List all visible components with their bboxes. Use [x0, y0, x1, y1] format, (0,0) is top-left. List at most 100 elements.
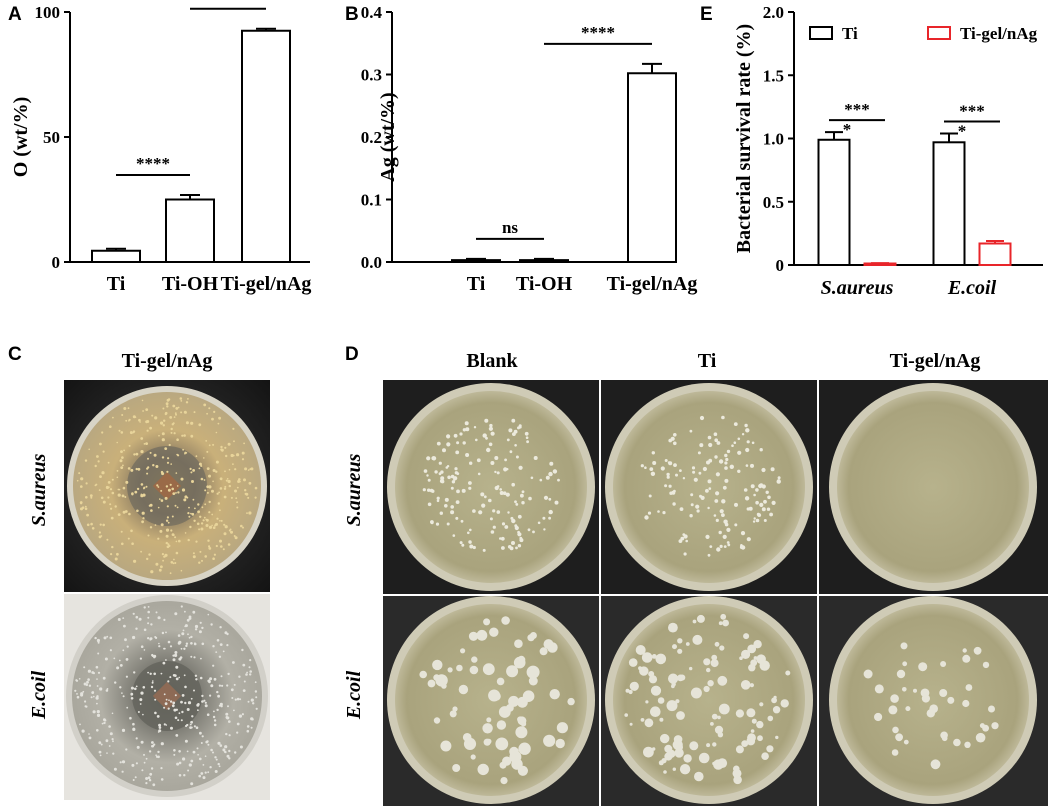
- colony: [735, 745, 744, 754]
- colony: [698, 471, 702, 475]
- colony: [200, 477, 204, 481]
- colony: [446, 434, 451, 439]
- colony: [170, 463, 172, 465]
- photo-d-ti-e-coil: [601, 596, 817, 806]
- colony: [122, 695, 125, 698]
- colony: [751, 718, 757, 724]
- colony: [203, 516, 206, 519]
- colony: [84, 507, 88, 511]
- bar-ti-oh: [519, 259, 569, 263]
- colony: [116, 476, 119, 479]
- colony: [112, 740, 114, 743]
- colony: [230, 688, 234, 692]
- colony: [123, 624, 126, 628]
- colony: [481, 503, 486, 508]
- colony: [131, 542, 134, 545]
- colony: [449, 710, 457, 718]
- colony: [488, 442, 493, 447]
- colony: [900, 642, 908, 650]
- colony: [157, 616, 161, 620]
- colony: [628, 689, 633, 695]
- colony: [180, 719, 183, 722]
- colony: [517, 544, 522, 548]
- colony: [117, 488, 120, 491]
- colony: [147, 776, 151, 780]
- colony: [81, 729, 85, 733]
- colony: [216, 517, 219, 520]
- colony: [113, 767, 117, 771]
- colony: [745, 447, 750, 453]
- colony: [148, 553, 151, 556]
- colony: [444, 497, 449, 502]
- colony: [153, 453, 157, 457]
- colony: [254, 496, 257, 499]
- colony: [180, 400, 183, 402]
- colony: [147, 637, 150, 640]
- colony: [105, 689, 109, 692]
- colony: [748, 506, 753, 511]
- colony: [141, 511, 145, 515]
- colony: [714, 641, 720, 647]
- ytick-label: 0: [52, 253, 61, 272]
- colony: [729, 464, 734, 469]
- colony: [472, 545, 476, 550]
- colony: [455, 500, 460, 504]
- colony: [145, 420, 149, 424]
- colony: [160, 499, 164, 502]
- colony: [190, 471, 193, 474]
- colony: [208, 500, 211, 504]
- colony: [76, 695, 80, 699]
- colony: [739, 545, 744, 550]
- panel-d-row-label-e-coil: E.coil: [343, 670, 365, 720]
- colony: [215, 522, 218, 526]
- colony: [223, 487, 227, 490]
- legend-label-ti-gel-nag: Ti-gel/nAg: [960, 24, 1038, 43]
- colony: [193, 656, 196, 659]
- colony: [650, 706, 661, 717]
- colony: [179, 397, 183, 400]
- colony: [88, 448, 90, 451]
- colony: [479, 511, 483, 514]
- colony: [178, 539, 181, 543]
- colony: [234, 468, 237, 471]
- colony: [254, 486, 258, 490]
- colony: [135, 467, 138, 471]
- colony: [246, 725, 250, 728]
- colony: [141, 769, 144, 772]
- colony: [962, 648, 967, 653]
- colony: [117, 513, 121, 516]
- colony: [208, 547, 212, 550]
- colony: [722, 485, 727, 490]
- colony: [207, 771, 210, 774]
- colony: [249, 468, 252, 471]
- colony: [220, 545, 223, 548]
- colony: [174, 536, 177, 539]
- colony: [775, 735, 779, 740]
- colony: [119, 664, 123, 667]
- significance-label: ns: [502, 218, 518, 237]
- colony: [721, 499, 726, 504]
- colony: [707, 435, 712, 440]
- colony: [217, 694, 221, 698]
- colony: [468, 631, 479, 641]
- colony: [477, 763, 489, 776]
- colony: [458, 684, 469, 695]
- colony: [132, 779, 135, 781]
- colony: [153, 672, 156, 676]
- colony: [527, 528, 531, 532]
- colony: [187, 769, 190, 772]
- colony: [482, 548, 486, 552]
- colony: [113, 657, 116, 660]
- colony: [167, 521, 170, 524]
- colony: [125, 658, 129, 661]
- colony: [451, 480, 456, 484]
- colony: [247, 496, 250, 499]
- colony: [702, 466, 708, 472]
- colony: [228, 468, 231, 471]
- ytick-label: 0.5: [763, 193, 784, 212]
- colony: [134, 776, 137, 779]
- colony: [506, 704, 514, 712]
- colony: [227, 705, 229, 708]
- colony: [892, 726, 899, 734]
- colony: [206, 485, 209, 489]
